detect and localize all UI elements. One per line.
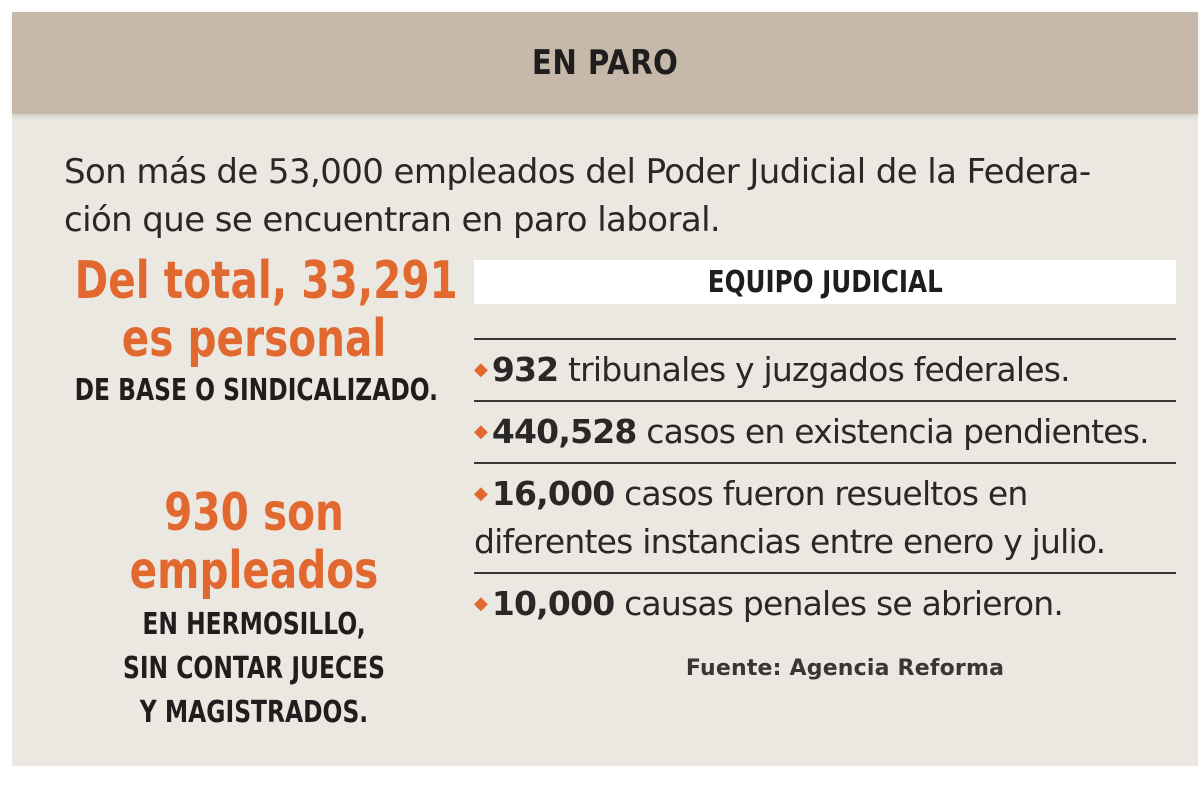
equipo-judicial-panel: EQUIPO JUDICIAL ◆ 932 tribunales y juzgad… — [474, 260, 1176, 681]
item-text: tribunales y juzgados federales. — [558, 350, 1071, 389]
infographic-card: EN PARO Son más de 53,000 empleados del … — [12, 12, 1198, 766]
divider — [474, 400, 1176, 402]
intro-paragraph: Son más de 53,000 empleados del Poder Ju… — [64, 148, 1174, 244]
item-number: 16,000 — [491, 474, 615, 513]
diamond-bullet-icon: ◆ — [474, 359, 488, 380]
header-bar: EN PARO — [12, 12, 1198, 114]
stat-block-hermosillo: 930 son empleados EN HERMOSILLO, SIN CON… — [24, 484, 484, 732]
item-number: 932 — [491, 350, 559, 389]
item-text: casos fueron resueltos en — [614, 474, 1028, 513]
stat-hermosillo-caption-2: SIN CONTAR JUECES — [122, 651, 386, 686]
header-title: EN PARO — [531, 43, 679, 83]
stat-hermosillo-line-2: empleados — [129, 541, 379, 601]
section-header: EQUIPO JUDICIAL — [474, 260, 1176, 304]
diamond-bullet-icon: ◆ — [474, 593, 488, 614]
divider — [474, 572, 1176, 574]
intro-line-2: ción que se encuentran en paro laboral. — [64, 200, 721, 240]
divider — [474, 462, 1176, 464]
item-number: 10,000 — [491, 584, 615, 623]
stat-hermosillo-line-1: 930 son — [164, 483, 344, 543]
item-text: causas penales se abrieron. — [614, 584, 1064, 623]
stat-total-caption: DE BASE O SINDICALIZADO. — [74, 373, 439, 408]
item-text-continued: diferentes instancias entre enero y juli… — [474, 522, 1106, 561]
section-title: EQUIPO JUDICIAL — [707, 264, 943, 300]
divider — [474, 338, 1176, 340]
list-item: ◆ 16,000 casos fueron resueltos en difere… — [474, 464, 1176, 572]
stat-hermosillo-caption-1: EN HERMOSILLO, — [142, 607, 366, 642]
stat-total-line-2: es personal — [121, 309, 387, 369]
diamond-bullet-icon: ◆ — [474, 483, 488, 504]
diamond-bullet-icon: ◆ — [474, 421, 488, 442]
intro-line-1: Son más de 53,000 empleados del Poder Ju… — [64, 152, 1091, 192]
stat-block-total: Del total, 33,291 es personal DE BASE O … — [24, 252, 484, 410]
stat-hermosillo-caption-3: Y MAGISTRADOS. — [139, 695, 369, 730]
item-number: 440,528 — [491, 412, 638, 451]
stat-total-line-1: Del total, 33,291 — [74, 251, 458, 311]
source-credit: Fuente: Agencia Reforma — [685, 656, 1005, 681]
list-item: ◆ 10,000 causas penales se abrieron. — [474, 574, 1176, 634]
list-item: ◆ 932 tribunales y juzgados federales. — [474, 340, 1176, 400]
list-item: ◆ 440,528 casos en existencia pendientes. — [474, 402, 1176, 462]
item-text: casos en existencia pendientes. — [636, 412, 1149, 451]
